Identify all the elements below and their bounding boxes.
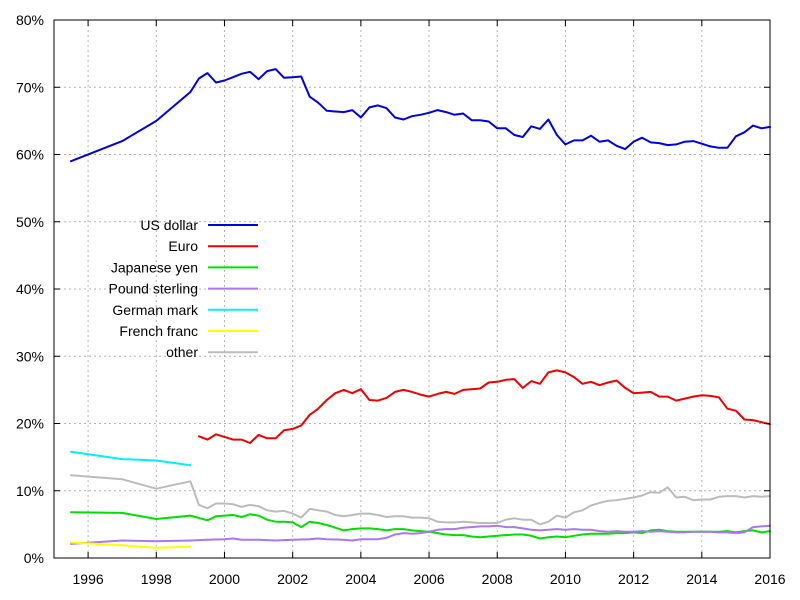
y-tick-label: 80% xyxy=(16,12,44,28)
y-axis-tick-labels: 0% 10% 20% 30% 40% 50% 60% 70% 80% xyxy=(16,12,44,566)
series-lines xyxy=(70,68,771,549)
x-tick-label: 2004 xyxy=(345,571,376,587)
series-line-pound-sterling xyxy=(70,524,771,545)
x-tick-label: 2010 xyxy=(550,571,581,587)
y-tick-label: 50% xyxy=(16,214,44,230)
x-tick-label: 1996 xyxy=(73,571,104,587)
y-tick-label: 20% xyxy=(16,416,44,432)
y-tick-label: 0% xyxy=(24,550,44,566)
grid xyxy=(54,20,770,558)
series-line-other xyxy=(70,474,771,526)
series-line-us-dollar xyxy=(70,68,771,163)
y-tick-label: 40% xyxy=(16,281,44,297)
x-axis-tick-labels: 1996 1998 2000 2002 2004 2006 2008 2010 2012 2014… xyxy=(73,571,786,587)
legend-label-japanese-yen: Japanese yen xyxy=(111,259,198,275)
legend-label-euro: Euro xyxy=(168,238,198,254)
x-tick-label: 2014 xyxy=(686,571,717,587)
legend-label-german-mark: German mark xyxy=(112,302,199,318)
axis-ticks xyxy=(54,19,771,559)
legend: US dollar Euro Japanese yen Pound sterling G… xyxy=(108,217,258,360)
y-tick-label: 10% xyxy=(16,483,44,499)
legend-label-other: other xyxy=(166,344,198,360)
legend-label-french-franc: French franc xyxy=(119,323,198,339)
x-tick-label: 2000 xyxy=(209,571,240,587)
x-tick-label: 2006 xyxy=(413,571,444,587)
series-line-french-franc xyxy=(70,541,192,549)
series-line-german-mark xyxy=(70,450,192,467)
y-tick-label: 70% xyxy=(16,79,44,95)
x-tick-label: 1998 xyxy=(141,571,172,587)
legend-label-pound-sterling: Pound sterling xyxy=(108,281,198,297)
legend-label-us-dollar: US dollar xyxy=(140,217,198,233)
y-tick-label: 60% xyxy=(16,147,44,163)
x-tick-label: 2008 xyxy=(482,571,513,587)
series-line-euro xyxy=(197,369,771,444)
y-tick-label: 30% xyxy=(16,348,44,364)
x-tick-label: 2016 xyxy=(754,571,785,587)
series-line-japanese-yen xyxy=(70,511,771,540)
x-tick-label: 2002 xyxy=(277,571,308,587)
x-tick-label: 2012 xyxy=(618,571,649,587)
